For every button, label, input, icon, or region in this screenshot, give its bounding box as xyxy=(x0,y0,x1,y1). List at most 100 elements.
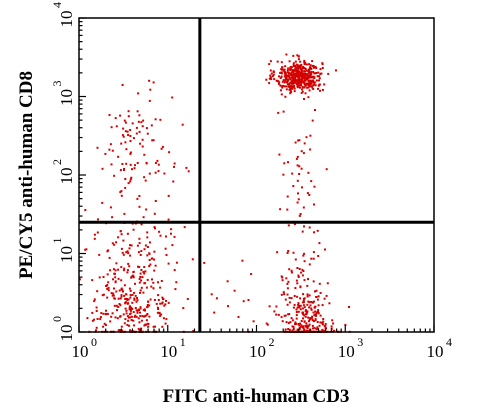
scatter-point xyxy=(130,276,133,279)
scatter-point xyxy=(286,293,289,296)
scatter-point xyxy=(112,294,115,297)
scatter-point xyxy=(121,134,124,137)
scatter-point xyxy=(286,83,289,86)
scatter-point xyxy=(129,296,132,299)
scatter-point xyxy=(308,323,311,326)
scatter-point xyxy=(141,125,144,128)
scatter-point xyxy=(120,190,123,193)
scatter-point xyxy=(313,76,316,79)
scatter-point xyxy=(302,313,305,316)
scatter-point xyxy=(280,75,283,78)
scatter-point xyxy=(143,176,146,179)
scatter-point xyxy=(280,61,283,64)
scatter-point xyxy=(144,323,147,326)
scatter-point xyxy=(275,313,278,316)
scatter-point xyxy=(164,247,167,250)
scatter-point xyxy=(139,276,142,278)
scatter-point xyxy=(124,298,127,300)
scatter-point xyxy=(297,80,300,83)
scatter-point xyxy=(119,315,122,318)
scatter-point xyxy=(132,319,135,322)
scatter-point xyxy=(321,63,324,66)
scatter-point xyxy=(288,88,291,91)
scatter-point xyxy=(113,287,115,290)
scatter-point xyxy=(165,318,168,321)
scatter-point xyxy=(311,60,314,63)
scatter-point xyxy=(314,319,317,322)
scatter-point xyxy=(130,319,133,321)
scatter-point xyxy=(126,315,129,318)
scatter-point xyxy=(157,170,160,173)
scatter-point xyxy=(296,295,299,298)
scatter-point xyxy=(311,327,314,330)
scatter-point xyxy=(316,326,319,329)
scatter-point xyxy=(123,212,126,215)
scatter-point xyxy=(155,302,158,305)
scatter-point xyxy=(296,78,299,81)
scatter-point xyxy=(312,71,315,73)
scatter-point xyxy=(135,315,138,318)
scatter-point xyxy=(324,248,326,251)
scatter-point xyxy=(308,194,311,196)
scatter-point xyxy=(125,148,128,151)
scatter-point xyxy=(269,76,272,79)
scatter-point xyxy=(145,161,148,164)
scatter-point xyxy=(124,302,127,305)
scatter-point xyxy=(335,69,337,72)
scatter-point xyxy=(129,151,132,154)
scatter-point xyxy=(312,79,315,82)
scatter-point xyxy=(301,274,304,277)
scatter-point xyxy=(95,329,97,332)
scatter-point xyxy=(287,161,289,164)
scatter-point xyxy=(303,86,306,89)
scatter-point xyxy=(131,301,134,304)
scatter-point xyxy=(129,294,132,297)
scatter-point xyxy=(299,285,302,288)
scatter-point xyxy=(147,325,150,328)
scatter-point xyxy=(298,165,301,168)
scatter-point xyxy=(300,84,303,87)
scatter-point xyxy=(162,298,165,300)
scatter-point xyxy=(291,69,294,72)
scatter-point xyxy=(327,72,330,75)
scatter-point xyxy=(119,329,121,332)
scatter-point xyxy=(121,163,124,165)
scatter-point xyxy=(305,63,308,66)
scatter-point xyxy=(154,325,156,328)
scatter-point xyxy=(311,324,314,327)
scatter-point xyxy=(140,319,143,322)
scatter-point xyxy=(298,214,301,217)
scatter-point xyxy=(317,295,320,298)
scatter-point xyxy=(318,242,321,245)
scatter-point xyxy=(313,185,316,188)
scatter-point xyxy=(292,63,295,66)
scatter-point xyxy=(304,92,307,95)
scatter-point xyxy=(124,141,127,144)
scatter-point xyxy=(142,271,145,273)
scatter-point xyxy=(302,299,305,302)
scatter-point xyxy=(102,325,105,328)
scatter-point xyxy=(160,147,163,150)
scatter-point xyxy=(115,262,118,265)
scatter-point xyxy=(160,280,163,282)
scatter-point xyxy=(297,192,299,195)
scatter-point xyxy=(297,276,300,278)
scatter-point xyxy=(139,306,142,309)
scatter-point xyxy=(296,82,299,84)
scatter-point xyxy=(318,282,321,285)
scatter-point xyxy=(296,164,299,167)
scatter-point xyxy=(302,327,305,329)
scatter-point xyxy=(281,279,284,282)
scatter-point xyxy=(119,304,122,307)
scatter-point xyxy=(141,145,144,148)
scatter-point xyxy=(277,111,280,114)
scatter-point xyxy=(299,65,302,68)
scatter-point xyxy=(165,299,167,302)
scatter-point xyxy=(143,308,146,311)
scatter-point xyxy=(296,85,299,88)
scatter-point xyxy=(318,324,321,327)
scatter-point xyxy=(102,312,105,315)
scatter-point xyxy=(114,276,117,279)
scatter-point xyxy=(288,313,291,316)
scatter-point xyxy=(139,291,141,294)
